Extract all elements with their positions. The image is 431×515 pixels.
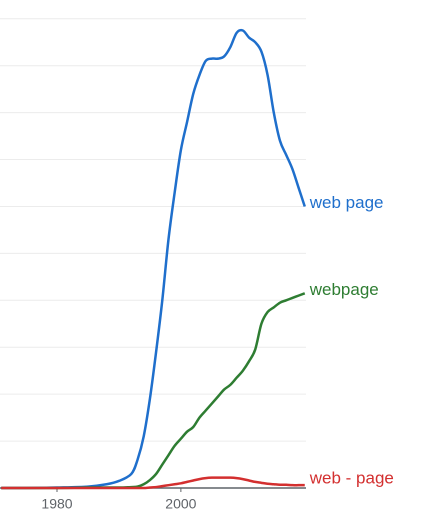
series-label: web - page <box>309 468 394 487</box>
line <box>1 292 306 490</box>
series-label: web page <box>309 193 384 212</box>
series-label: webpage <box>309 280 379 299</box>
line <box>1 28 306 490</box>
x-tick-label: 2000 <box>165 496 196 512</box>
x-tick-label: 1980 <box>41 496 72 512</box>
line <box>1 476 305 490</box>
